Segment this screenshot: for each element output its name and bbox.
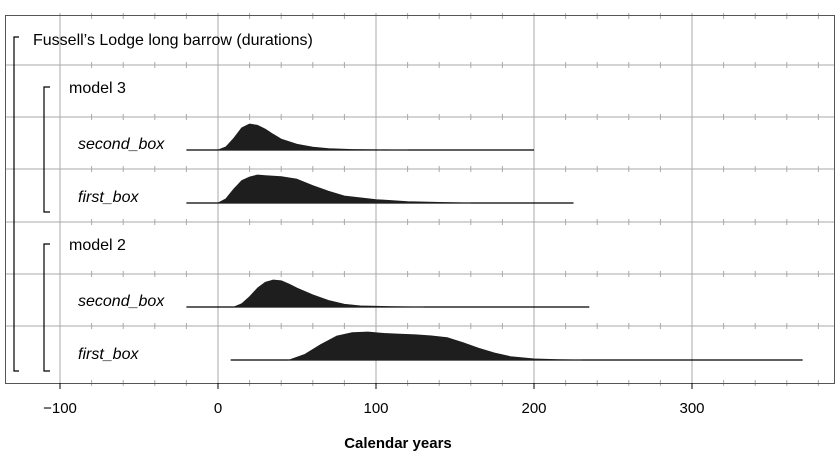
chart-title: Fussell’s Lodge long barrow (durations)	[33, 32, 313, 49]
distribution-0-1	[217, 174, 472, 204]
distribution-1-1	[288, 331, 582, 361]
x-tick-label-3: 200	[521, 400, 546, 417]
distribution-0-0	[217, 123, 408, 151]
bracket-all	[13, 36, 19, 372]
group-label-1: model 2	[69, 237, 126, 254]
series-label-0-1: first_box	[78, 189, 139, 206]
bracket-model-2	[43, 243, 50, 372]
x-axis-ticks: −100 0 100 200 300	[43, 383, 705, 417]
bracket-model-3	[43, 86, 50, 213]
series-label-0-0: second_box	[78, 136, 165, 153]
distribution-1-0	[233, 279, 424, 308]
grid	[6, 13, 834, 386]
x-axis-label: Calendar years	[344, 435, 452, 452]
series-label-1-0: second_box	[78, 293, 165, 310]
group-label-0: model 3	[69, 80, 126, 97]
x-tick-label-1: 0	[214, 400, 222, 417]
x-tick-label-0: −100	[43, 400, 77, 417]
group-brackets	[13, 36, 50, 372]
series-labels: model 3 model 2 second_box first_box second_…	[69, 80, 165, 363]
x-tick-label-4: 300	[679, 400, 704, 417]
distributions	[186, 123, 803, 361]
x-tick-label-2: 100	[363, 400, 388, 417]
series-label-1-1: first_box	[78, 346, 139, 363]
